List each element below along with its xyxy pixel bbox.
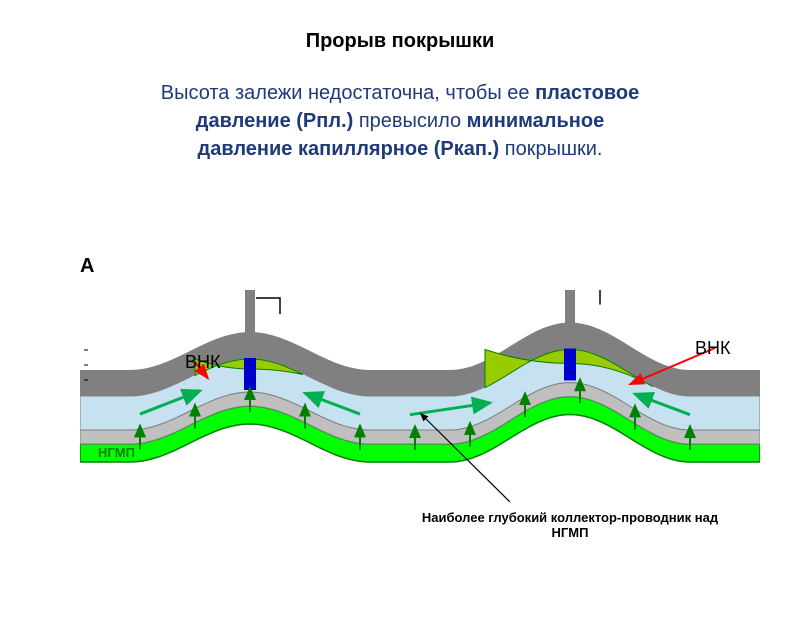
deepest-collector-caption: Наиболее глубокий коллектор-проводник на… xyxy=(420,510,720,540)
panel-label: A xyxy=(80,255,94,278)
vhk-right-label: ВНК xyxy=(695,338,731,359)
vhk-left-label: ВНК xyxy=(185,352,221,373)
sub-bold: минимальное xyxy=(467,110,605,132)
page-title: Прорыв покрышки xyxy=(0,30,800,53)
sub-text: превысило xyxy=(353,110,466,132)
cross-section-diagram: НГМП xyxy=(80,290,760,520)
sub-bold: пластовое xyxy=(535,82,639,104)
sub-bold: давление капиллярное (Ркап.) xyxy=(198,138,500,160)
geology-svg: НГМП xyxy=(80,290,760,520)
sub-text: покрышки. xyxy=(499,138,602,160)
sub-bold: давление (Рпл.) xyxy=(196,110,353,132)
subtitle: Высота залежи недостаточна, чтобы ее пла… xyxy=(0,79,800,163)
ngmp-label: НГМП xyxy=(98,445,135,460)
sub-text: Высота залежи недостаточна, чтобы ее xyxy=(161,82,535,104)
